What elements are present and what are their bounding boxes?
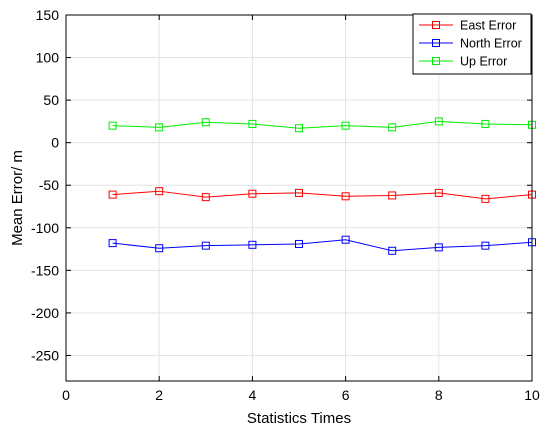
y-tick-label: -250 [31, 347, 59, 363]
data-point-marker [295, 124, 303, 133]
data-point-marker [481, 194, 490, 203]
y-tick-label: 100 [36, 50, 60, 66]
y-tick-label: 50 [43, 92, 59, 108]
y-tick-label: -50 [39, 177, 59, 193]
series-1 [108, 187, 536, 203]
legend-item: Up Error [419, 55, 507, 69]
data-point-marker [155, 187, 164, 196]
data-point-marker [341, 121, 350, 130]
series-line [112, 190, 533, 200]
x-tick-label: 2 [155, 387, 163, 403]
data-point-marker [108, 239, 117, 248]
legend: East Error North Error Up Error [412, 13, 532, 75]
data-point-marker [388, 191, 397, 200]
y-tick-label: 150 [36, 7, 60, 23]
plot-area-frame [65, 14, 533, 382]
x-tick-label: 10 [524, 387, 540, 403]
series-line [112, 239, 533, 252]
y-axis-label: Mean Error/ m [9, 150, 26, 246]
x-tick-label: 8 [435, 387, 443, 403]
y-tick-label: -150 [31, 262, 59, 278]
legend-marker-swatch [432, 21, 440, 29]
data-point-marker [341, 235, 350, 244]
data-point-marker [248, 119, 257, 128]
data-point-marker [481, 119, 490, 128]
legend-item: East Error [419, 19, 516, 33]
legend-item: North Error [419, 37, 522, 51]
legend-marker-swatch [432, 57, 440, 65]
series-line [112, 120, 533, 129]
legend-label: North Error [460, 37, 522, 51]
data-point-marker [248, 240, 257, 249]
legend-label: East Error [460, 19, 516, 33]
data-point-marker [201, 241, 210, 250]
y-tick-label: -100 [31, 220, 59, 236]
data-point-marker [434, 243, 443, 252]
data-point-marker [341, 192, 350, 201]
data-point-marker [434, 117, 443, 126]
data-point-marker [155, 244, 164, 253]
data-point-marker [201, 193, 210, 202]
x-tick-label: 6 [342, 387, 350, 403]
data-point-marker [201, 118, 210, 127]
series-layer [108, 117, 536, 255]
axis-ticks: 0 2 4 6 8 10 -250 -200 -150 -100 -50 0 50 100 150 [31, 7, 540, 403]
y-tick-label: -200 [31, 305, 59, 321]
legend-marker-swatch [432, 39, 440, 47]
x-tick-label: 4 [249, 387, 257, 403]
data-point-marker [248, 189, 257, 198]
data-point-marker [155, 123, 164, 132]
y-tick-label: 0 [51, 135, 59, 151]
data-point-marker [434, 188, 443, 197]
series-2 [108, 235, 536, 255]
data-point-marker [481, 241, 490, 250]
data-point-marker [295, 188, 303, 197]
data-point-marker [108, 190, 117, 199]
data-point-marker [295, 239, 303, 248]
legend-label: Up Error [460, 55, 507, 69]
x-tick-label: 0 [62, 387, 70, 403]
data-point-marker [388, 123, 397, 132]
data-point-marker [388, 246, 397, 255]
x-axis-label: Statistics Times [247, 410, 351, 427]
data-point-marker [108, 121, 117, 130]
